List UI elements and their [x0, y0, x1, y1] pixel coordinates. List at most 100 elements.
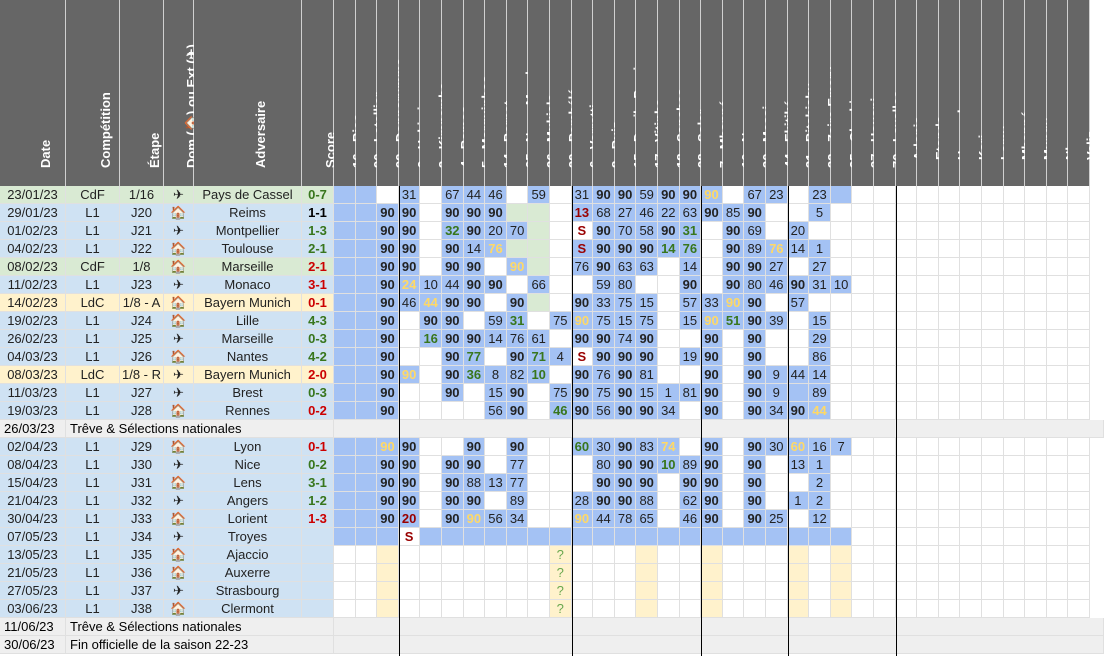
date-cell[interactable]: 04/02/23 — [0, 240, 66, 258]
player-cell[interactable] — [485, 492, 507, 510]
header-player[interactable]: 5 - Marquinhos — [463, 0, 494, 186]
player-cell[interactable] — [355, 456, 378, 474]
player-cell[interactable]: 90 — [722, 258, 745, 276]
player-cell[interactable]: 90 — [571, 366, 594, 384]
player-cell[interactable] — [334, 564, 356, 582]
player-cell[interactable]: S — [571, 240, 594, 258]
player-cell[interactable]: 90 — [701, 186, 723, 204]
player-cell[interactable]: ? — [550, 546, 572, 564]
player-cell[interactable] — [442, 528, 464, 546]
player-cell[interactable] — [895, 384, 918, 402]
player-cell[interactable]: 75 — [550, 384, 572, 402]
player-cell[interactable]: 2 — [809, 492, 831, 510]
player-cell[interactable]: 9 — [766, 366, 788, 384]
venue-cell[interactable]: ✈ — [164, 186, 194, 204]
stage-cell[interactable]: J32 — [120, 492, 164, 510]
player-cell[interactable] — [334, 258, 356, 276]
player-cell[interactable] — [571, 600, 594, 618]
player-cell[interactable] — [334, 582, 356, 600]
player-cell[interactable] — [1046, 438, 1069, 456]
player-cell[interactable]: 90 — [485, 204, 507, 222]
player-cell[interactable] — [917, 510, 939, 528]
player-cell[interactable]: 90 — [377, 222, 399, 240]
player-cell[interactable]: 90 — [614, 492, 637, 510]
player-cell[interactable] — [1046, 492, 1069, 510]
player-cell[interactable]: 15 — [485, 384, 507, 402]
player-cell[interactable] — [442, 582, 464, 600]
player-cell[interactable]: 1 — [809, 240, 831, 258]
player-cell[interactable] — [982, 564, 1004, 582]
player-cell[interactable] — [355, 402, 378, 420]
player-cell[interactable]: 13 — [485, 474, 507, 492]
player-cell[interactable]: 90 — [377, 312, 399, 330]
date-cell[interactable]: 23/01/23 — [0, 186, 66, 204]
player-cell[interactable] — [1046, 330, 1069, 348]
stage-cell[interactable]: J27 — [120, 384, 164, 402]
player-cell[interactable] — [874, 510, 896, 528]
player-cell[interactable] — [874, 456, 896, 474]
player-cell[interactable]: 90 — [722, 276, 745, 294]
player-cell[interactable] — [830, 204, 853, 222]
competition-cell[interactable]: L1 — [66, 240, 120, 258]
player-cell[interactable]: 90 — [571, 384, 594, 402]
player-cell[interactable] — [355, 384, 378, 402]
competition-cell[interactable]: LdC — [66, 294, 120, 312]
player-cell[interactable]: 90 — [679, 276, 702, 294]
player-cell[interactable]: 90 — [614, 384, 637, 402]
player-cell[interactable]: 59 — [528, 186, 550, 204]
player-cell[interactable]: 29 — [809, 330, 831, 348]
player-cell[interactable] — [1046, 366, 1069, 384]
player-cell[interactable] — [1003, 384, 1026, 402]
player-cell[interactable]: 90 — [442, 492, 464, 510]
player-cell[interactable] — [722, 402, 745, 420]
header-player[interactable]: - Lamy — [982, 0, 1013, 186]
player-cell[interactable] — [722, 456, 745, 474]
player-cell[interactable] — [1003, 600, 1026, 618]
player-cell[interactable]: 77 — [463, 348, 486, 366]
player-cell[interactable] — [1068, 204, 1090, 222]
player-cell[interactable] — [463, 582, 486, 600]
player-cell[interactable] — [982, 348, 1004, 366]
player-cell[interactable]: 90 — [377, 510, 399, 528]
player-cell[interactable] — [701, 546, 723, 564]
player-cell[interactable]: 57 — [787, 294, 810, 312]
player-cell[interactable] — [463, 402, 486, 420]
venue-cell[interactable]: ✈ — [164, 582, 194, 600]
player-cell[interactable] — [874, 564, 896, 582]
player-cell[interactable] — [787, 600, 810, 618]
player-cell[interactable] — [938, 204, 961, 222]
stage-cell[interactable]: J29 — [120, 438, 164, 456]
player-cell[interactable] — [420, 402, 442, 420]
player-cell[interactable] — [1025, 186, 1047, 204]
player-cell[interactable] — [1025, 510, 1047, 528]
player-cell[interactable]: 44 — [442, 276, 464, 294]
player-cell[interactable] — [917, 492, 939, 510]
player-cell[interactable]: 90 — [377, 402, 399, 420]
player-cell[interactable] — [658, 510, 680, 528]
player-cell[interactable] — [830, 456, 853, 474]
player-cell[interactable]: 16 — [420, 330, 442, 348]
player-cell[interactable] — [895, 222, 918, 240]
player-cell[interactable]: 88 — [463, 474, 486, 492]
player-cell[interactable]: 7 — [830, 438, 853, 456]
player-cell[interactable] — [593, 582, 615, 600]
player-cell[interactable]: 90 — [463, 204, 486, 222]
player-cell[interactable] — [1025, 258, 1047, 276]
header-player[interactable]: 30 - Messi — [744, 0, 775, 186]
header-player[interactable]: - Adonis — [895, 0, 926, 186]
player-cell[interactable] — [874, 546, 896, 564]
player-cell[interactable] — [917, 312, 939, 330]
player-cell[interactable]: 90 — [744, 294, 766, 312]
header-player[interactable]: 14 - Bernat — [485, 0, 516, 186]
player-cell[interactable] — [938, 528, 961, 546]
player-cell[interactable] — [636, 564, 658, 582]
player-cell[interactable] — [830, 258, 853, 276]
player-cell[interactable] — [355, 582, 378, 600]
player-cell[interactable] — [1003, 402, 1026, 420]
player-cell[interactable] — [960, 402, 982, 420]
player-cell[interactable] — [485, 528, 507, 546]
date-cell[interactable]: 13/05/23 — [0, 546, 66, 564]
player-cell[interactable] — [787, 510, 810, 528]
player-cell[interactable] — [766, 528, 788, 546]
player-cell[interactable]: 90 — [744, 330, 766, 348]
